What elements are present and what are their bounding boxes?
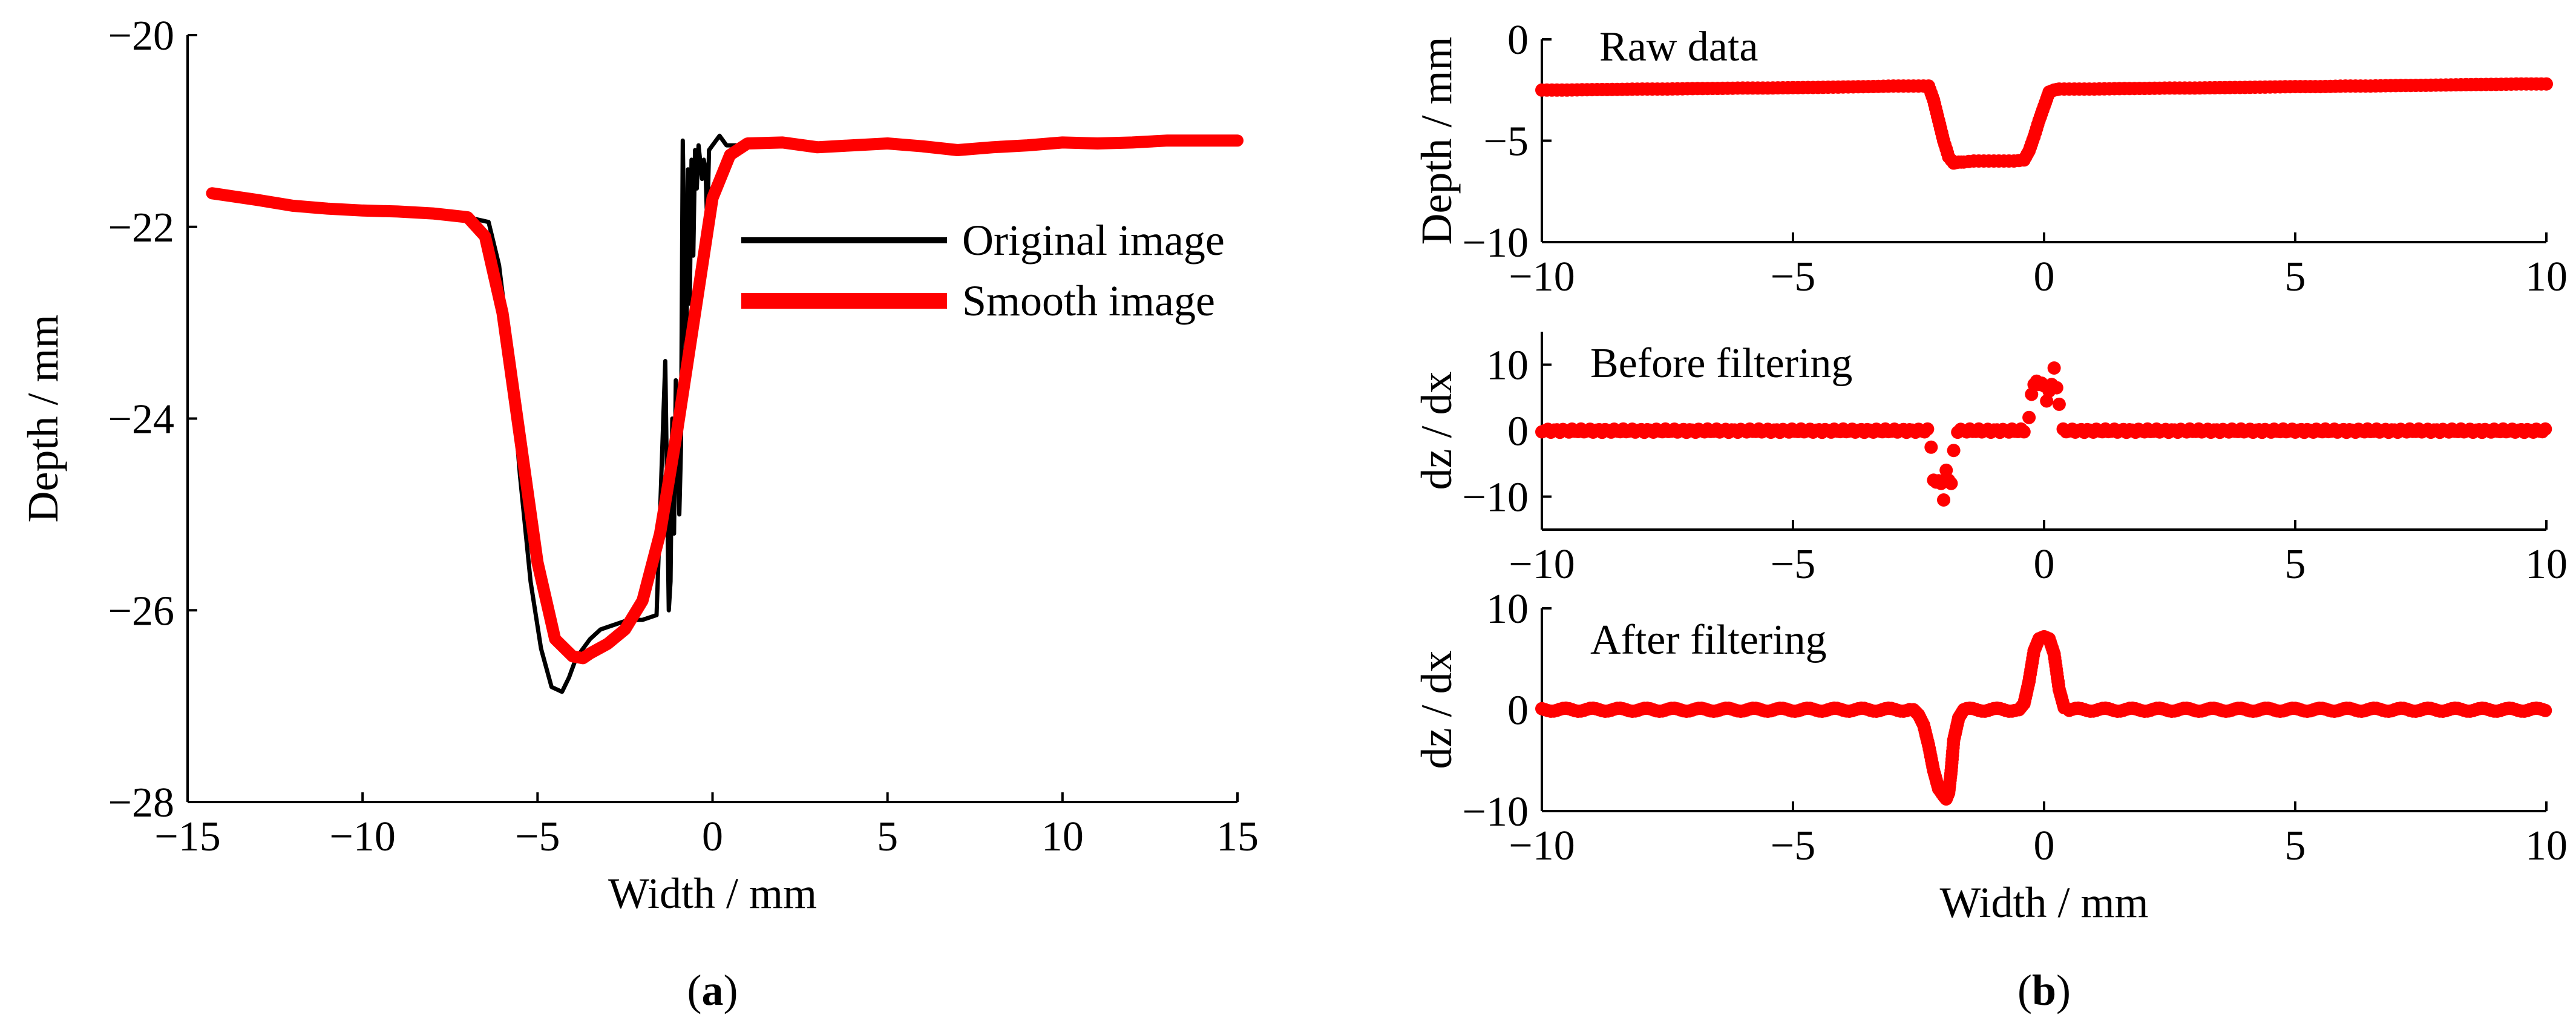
data-point xyxy=(2538,703,2552,717)
y-tick-label: −5 xyxy=(1484,119,1529,165)
chart-b3: −10 −5 0 5 10 −10 0 10 dz / dx Width / mm After fi… xyxy=(1412,586,2568,927)
data-point xyxy=(2047,361,2061,375)
x-tick-label: −5 xyxy=(1771,541,1815,588)
chart-b2: −10 −5 0 5 10 −10 0 10 dz / dx Before filtering xyxy=(1412,332,2568,588)
panel-label-close: ) xyxy=(724,966,738,1014)
panel-label-open: ( xyxy=(2017,966,2032,1014)
data-point xyxy=(2057,701,2071,715)
data-point xyxy=(2050,381,2063,395)
y-tick-label: −28 xyxy=(108,780,174,826)
x-tick-label: 10 xyxy=(2525,541,2568,588)
y-tick-label: −26 xyxy=(108,588,174,634)
x-tick-label: −5 xyxy=(1771,254,1815,300)
annotation: Before filtering xyxy=(1590,340,1852,387)
panel-label-letter: a xyxy=(702,966,724,1014)
y-axis-label: dz / dx xyxy=(1412,372,1461,490)
x-tick-label: −10 xyxy=(1509,541,1575,588)
x-axis-label: Width / mm xyxy=(608,869,817,918)
x-tick-label: −15 xyxy=(154,814,220,860)
x-tick-label: 10 xyxy=(2525,823,2568,869)
y-tick-label: 0 xyxy=(1507,688,1529,734)
x-tick-label: 5 xyxy=(2285,254,2306,300)
panel-label-b: (b) xyxy=(2017,966,2071,1014)
x-tick-label: −5 xyxy=(515,814,560,860)
y-tick-label: −10 xyxy=(1463,789,1529,835)
y-tick-label: −24 xyxy=(108,396,174,443)
x-tick-label: 0 xyxy=(702,814,723,860)
x-tick-label: 10 xyxy=(1041,814,1084,860)
annotation: Raw data xyxy=(1599,24,1758,70)
chart-a: −15 −10 −5 0 5 10 15 −28 −26 −24 −22 −20 Depth / mm W… xyxy=(19,13,1259,1014)
x-tick-label: −5 xyxy=(1771,823,1815,869)
y-tick-label: 10 xyxy=(1486,343,1529,389)
x-axis-label: Width / mm xyxy=(1939,878,2148,927)
x-tick-label: 5 xyxy=(2285,541,2306,588)
panel-label-a: (a) xyxy=(687,966,738,1014)
data-point xyxy=(1947,444,1961,458)
data-point xyxy=(2017,425,2031,439)
y-axis-label: Depth / mm xyxy=(1412,37,1461,245)
x-tick-label: 0 xyxy=(2034,823,2055,869)
y-tick-label: −22 xyxy=(108,205,174,251)
panel-label-open: ( xyxy=(687,966,702,1014)
y-tick-label: 0 xyxy=(1507,409,1529,455)
x-tick-label: −10 xyxy=(329,814,395,860)
x-tick-label: 0 xyxy=(2034,541,2055,588)
data-point xyxy=(2022,410,2036,424)
data-point xyxy=(2538,422,2552,436)
panel-label-letter: b xyxy=(2032,966,2056,1014)
x-tick-label: −10 xyxy=(1509,823,1575,869)
data-point xyxy=(1944,476,1958,490)
x-tick-label: 15 xyxy=(1216,814,1259,860)
annotation: After filtering xyxy=(1590,617,1827,663)
y-axis-label: Depth / mm xyxy=(19,315,67,523)
data-point xyxy=(1937,493,1950,507)
data-point xyxy=(1924,440,1938,454)
x-tick-label: 0 xyxy=(2034,254,2055,300)
data-point xyxy=(1921,422,1935,436)
y-tick-label: −10 xyxy=(1463,220,1529,266)
y-tick-label: −20 xyxy=(108,13,174,59)
legend-label: Original image xyxy=(962,216,1225,265)
x-tick-label: −10 xyxy=(1509,254,1575,300)
x-tick-label: 5 xyxy=(877,814,898,860)
data-point xyxy=(2540,77,2553,91)
y-tick-label: 10 xyxy=(1486,586,1529,633)
legend-label: Smooth image xyxy=(962,277,1215,325)
y-axis-label: dz / dx xyxy=(1412,651,1461,769)
legend: Original image Smooth image xyxy=(741,216,1225,325)
series-line-smooth xyxy=(206,134,1244,665)
data-point xyxy=(1957,703,1971,717)
x-tick-label: 5 xyxy=(2285,823,2306,869)
y-tick-label: 0 xyxy=(1507,17,1529,64)
x-tick-label: 10 xyxy=(2525,254,2568,300)
y-tick-label: −10 xyxy=(1463,475,1529,521)
panel-label-close: ) xyxy=(2056,966,2071,1014)
data-point xyxy=(2052,397,2066,411)
